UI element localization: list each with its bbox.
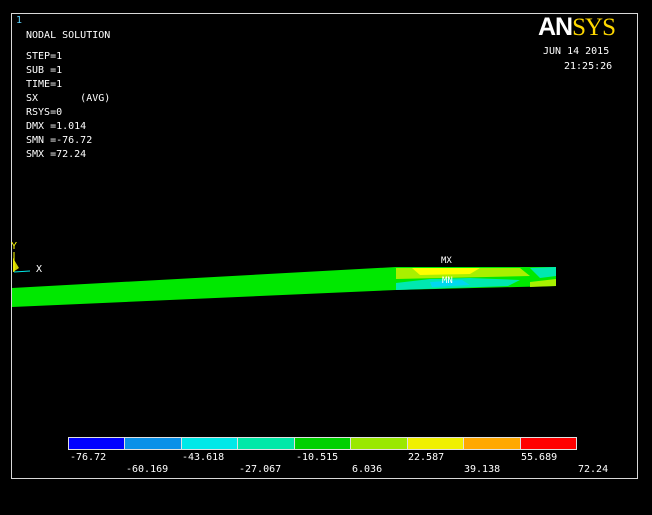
legend-label-bottom-1: -60.169	[126, 464, 169, 475]
window-number: 1	[16, 15, 23, 26]
legend-band-5	[294, 438, 352, 449]
legend-label-bottom-5: 72.24	[578, 464, 609, 475]
logo-part-an: AN	[538, 13, 573, 41]
legend-label-top-2: -43.618	[182, 452, 225, 463]
legend-label-top-5: 55.689	[521, 452, 558, 463]
legend-label-top-4: 22.587	[408, 452, 445, 463]
info-time: TIME=1	[26, 79, 63, 90]
legend-label-bottom-4: 39.138	[464, 464, 501, 475]
axis-y-label: Y	[11, 241, 18, 252]
legend-band-6	[351, 438, 408, 449]
info-title: NODAL SOLUTION	[26, 30, 111, 41]
info-step: STEP=1	[26, 51, 63, 62]
ansys-logo: ANSYS	[538, 13, 616, 41]
legend-band-2	[125, 438, 182, 449]
contour-legend-bar	[68, 437, 577, 450]
legend-band-3	[181, 438, 239, 449]
info-item: SX (AVG)	[26, 93, 111, 104]
legend-band-4	[238, 438, 295, 449]
info-smx: SMX =72.24	[26, 149, 87, 160]
min-marker: MN	[442, 276, 453, 286]
contour-cold-zone	[430, 280, 470, 287]
contour-hot-zone	[412, 268, 480, 275]
time-label: 21:25:26	[564, 61, 613, 72]
axis-triad	[13, 252, 31, 273]
plot-viewport[interactable]	[11, 13, 638, 479]
legend-label-bottom-3: 6.036	[352, 464, 383, 475]
info-dmx: DMX =1.014	[26, 121, 87, 132]
legend-label-top-3: -10.515	[296, 452, 339, 463]
legend-band-8	[464, 438, 521, 449]
max-marker: MX	[441, 256, 452, 266]
info-sub: SUB =1	[26, 65, 63, 76]
axis-x-label: X	[36, 264, 43, 275]
legend-label-bottom-2: -27.067	[239, 464, 282, 475]
info-rsys: RSYS=0	[26, 107, 63, 118]
legend-band-7	[407, 438, 465, 449]
logo-part-sys: SYS	[572, 14, 616, 41]
legend-label-top-1: -76.72	[70, 452, 107, 463]
contour-end-mid	[530, 279, 556, 287]
contour-end-cool	[530, 267, 556, 278]
legend-band-9	[520, 438, 576, 449]
legend-band-1	[69, 438, 126, 449]
date-label: JUN 14 2015	[543, 46, 610, 57]
info-smn: SMN =-76.72	[26, 135, 93, 146]
